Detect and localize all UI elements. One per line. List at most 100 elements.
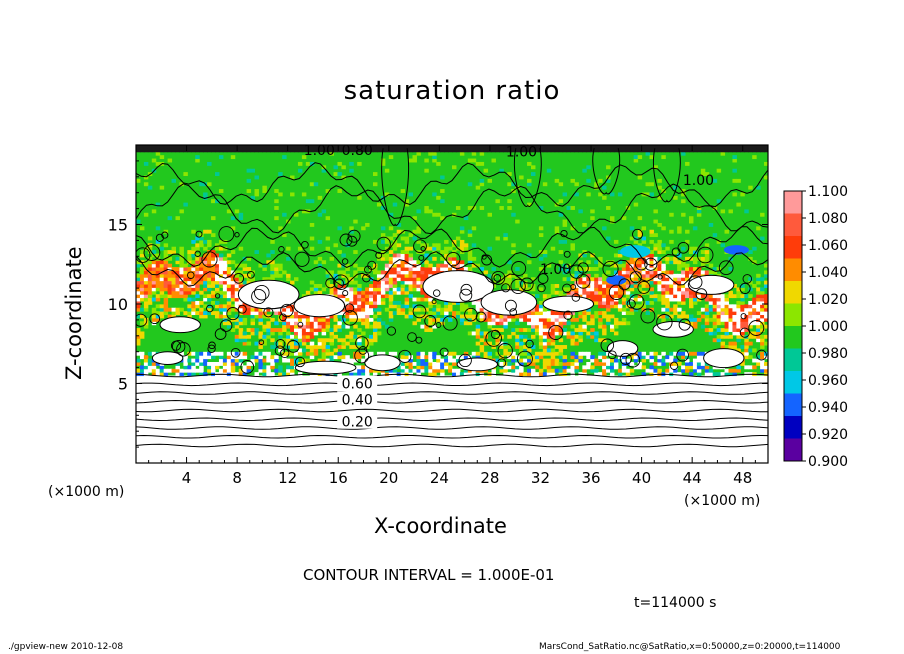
heatmap-cell [376, 351, 382, 356]
heatmap-cell [294, 317, 299, 322]
heatmap-cell [290, 351, 295, 356]
contour-loop [194, 250, 201, 257]
heatmap-cell [558, 348, 564, 353]
heatmap-cell [562, 263, 568, 268]
heatmap-cell [436, 361, 441, 366]
heatmap-cell [554, 311, 560, 316]
heatmap-cell [760, 334, 765, 339]
heatmap-cell [594, 267, 599, 271]
heatmap-cell [507, 206, 512, 210]
heatmap-cell [151, 145, 157, 149]
heatmap-cell [653, 145, 658, 149]
heatmap-cell [341, 145, 346, 149]
contour-loop [398, 349, 412, 363]
heatmap-cell [222, 148, 228, 153]
heatmap-cell [274, 321, 279, 326]
contour-loop [504, 299, 517, 312]
heatmap-cell [297, 338, 303, 343]
heatmap-cell [416, 284, 421, 288]
heatmap-cell [744, 365, 749, 370]
heatmap-cell [665, 284, 670, 288]
heatmap-cell [211, 290, 216, 295]
heatmap-cell [740, 297, 745, 302]
heatmap-cell [570, 334, 575, 339]
heatmap-cell [373, 145, 378, 149]
heatmap-cell [546, 372, 552, 377]
contour-line [513, 148, 542, 208]
heatmap-cell [570, 355, 575, 360]
heatmap-cell [677, 372, 682, 377]
heatmap-cell [527, 311, 532, 316]
heatmap-cell [222, 314, 228, 319]
heatmap-cell [760, 236, 765, 241]
heatmap-cell [503, 273, 508, 278]
heatmap-cell [143, 290, 149, 295]
heatmap-cell [357, 161, 362, 166]
heatmap-cell [661, 300, 666, 305]
heatmap-cell [756, 287, 761, 292]
heatmap-cell [218, 290, 224, 295]
heatmap-cell [333, 243, 338, 248]
heatmap-cell [653, 263, 658, 268]
heatmap-cell [673, 368, 678, 373]
heatmap-cell [681, 263, 686, 268]
heatmap-cell [207, 243, 212, 248]
heatmap-cell [349, 145, 354, 149]
heatmap-cell [649, 155, 654, 160]
heatmap-cell [234, 321, 240, 326]
heatmap-cell [700, 263, 706, 268]
heatmap-cell [740, 324, 745, 329]
heatmap-cell [661, 284, 666, 288]
heatmap-cell [629, 361, 635, 366]
heatmap-cell [444, 307, 449, 312]
heatmap-cell [309, 328, 315, 332]
heatmap-cell [305, 321, 311, 326]
heatmap-cell [692, 145, 698, 149]
contour-loop [274, 345, 286, 356]
heatmap-cell [511, 358, 516, 363]
heatmap-cell [546, 358, 552, 363]
heatmap-cell [764, 304, 768, 309]
heatmap-cell [756, 321, 761, 326]
heatmap-cell [305, 351, 311, 356]
heatmap-cell [724, 314, 729, 319]
heatmap-cell [242, 317, 248, 322]
heatmap-cell [649, 192, 654, 197]
heatmap-cell [274, 358, 279, 363]
heatmap-cell [736, 178, 741, 183]
heatmap-cell [712, 365, 718, 370]
contour-loop [278, 246, 285, 253]
heatmap-cell [700, 307, 706, 312]
heatmap-cell [613, 294, 619, 299]
heatmap-cell [649, 355, 654, 360]
heatmap-cell [661, 290, 666, 295]
heatmap-cell [147, 185, 153, 190]
heatmap-cell [305, 145, 311, 149]
heatmap-cell [297, 341, 303, 346]
contour-loop [656, 314, 673, 331]
contour-loop [677, 241, 690, 254]
heatmap-cell [222, 246, 228, 251]
heatmap-cell [720, 311, 726, 316]
heatmap-cell [396, 287, 402, 292]
heatmap-cell [700, 148, 706, 153]
heatmap-cell [467, 311, 473, 316]
heatmap-cell [404, 250, 410, 254]
heatmap-cell [195, 270, 200, 275]
heatmap-cell [392, 300, 398, 305]
heatmap-cell [681, 355, 686, 360]
heatmap-cell [554, 345, 560, 349]
heatmap-cell [519, 345, 524, 349]
heatmap-cell [463, 314, 469, 319]
heatmap-cell [203, 256, 208, 261]
heatmap-cell [365, 300, 370, 305]
heatmap-cell [495, 236, 500, 241]
heatmap-cell [432, 317, 437, 322]
heatmap-cell [700, 351, 706, 356]
contour-loop [234, 232, 240, 238]
heatmap-cell [633, 355, 639, 360]
heatmap-cell [159, 155, 165, 160]
heatmap-cell [637, 304, 643, 309]
heatmap-cell [440, 321, 445, 326]
heatmap-cell [673, 361, 678, 366]
